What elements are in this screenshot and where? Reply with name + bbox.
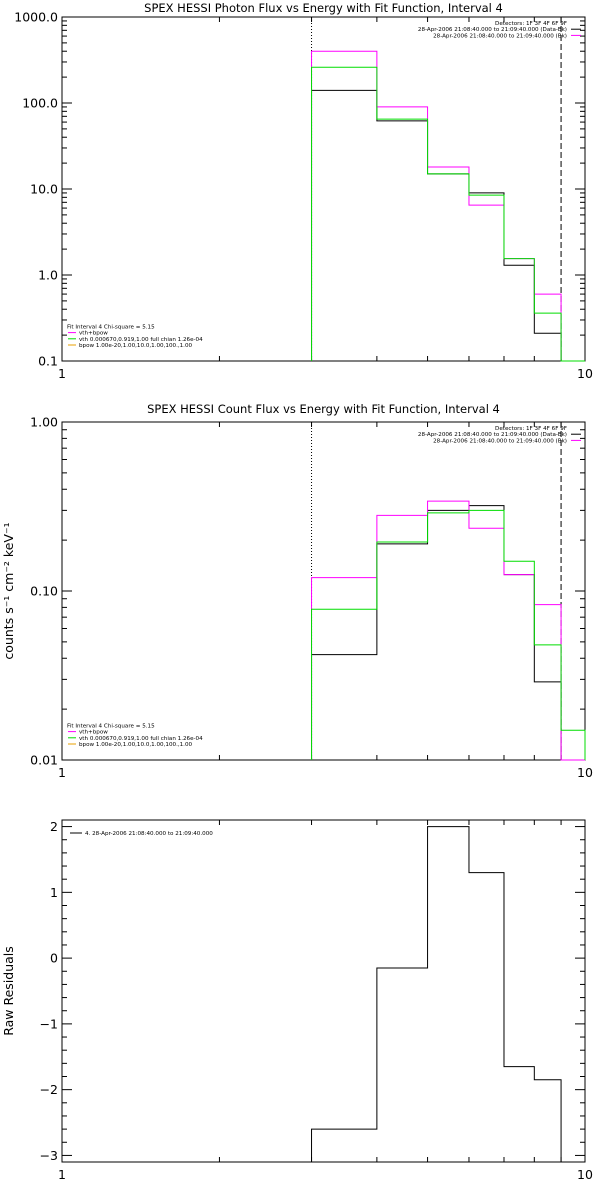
x-tick-label: 1 [58,1167,66,1182]
series-2-3-line [311,509,586,760]
chart-panel-1: SPEX HESSI Photon Flux vs Energy with Fi… [14,1,593,381]
y-tick-label: 0 [50,951,58,966]
x-tick-label: 10 [577,1167,593,1182]
legend-bottom-entry: bpow 1.00e-20,1.00,10.0,1.00,100.,1.00 [79,343,193,349]
x-tick-label: 10 [577,765,593,780]
x-tick-label: 1 [58,765,66,780]
y-tick-label: 1000.0 [14,10,58,25]
legend-bottom-entry: Fit Interval 4 Chi-square = 5.15 [67,324,155,330]
x-tick-label: 10 [577,366,593,381]
y-tick-label: 2 [50,819,58,834]
series-3-1-line [311,826,562,1162]
y-tick-label: 0.1 [38,354,58,369]
y-tick-label: −1 [40,1016,58,1031]
series-2-2-line [311,500,585,761]
chart-panel-3: 1 10 −3 −2 −1 0 1 2 Raw Residuals 4. 28-Apr-2006 … [1,819,593,1182]
legend-bottom-entry: bpow 1.00e-20,1.00,10.0,1.00,100.,1.00 [79,742,193,748]
legend-top-entry: Detectors: 1F 3F 4F 6F 9F [495,21,567,27]
legend-bottom-entry: vth+bpow [79,331,108,337]
legend-top-entry: 28-Apr-2006 21:08:40.000 to 21:09:40.000… [433,438,567,444]
legend-bottom-entry: vth 0.000670,0.919,1.00 full chian 1.26e… [79,337,203,343]
y-axis-label: Raw Residuals [1,946,16,1036]
y-tick-label: −3 [40,1148,58,1163]
legend-bottom-entry: vth 0.000670,0.919,1.00 full chian 1.26e… [79,736,203,742]
y-tick-label: 1.00 [30,415,58,430]
y-axis-label: counts s⁻¹ cm⁻² keV⁻¹ [1,522,16,659]
plot-frame [61,421,586,761]
series-1-1-line [311,89,562,361]
y-tick-label: 0.10 [30,584,58,599]
legend-top-entry: Detectors: 1F 3F 4F 6F 9F [495,426,567,432]
plot-frame [61,16,586,362]
series-1-3-line [311,66,585,362]
y-tick-label: −2 [40,1082,58,1097]
y-tick-label: 100.0 [22,96,58,111]
chart-panel-2: SPEX HESSI Count Flux vs Energy with Fit… [1,402,593,780]
chart-title: SPEX HESSI Photon Flux vs Energy with Fi… [144,1,503,15]
y-tick-label: 10.0 [30,182,58,197]
legend-bottom-entry: vth+bpow [79,730,108,736]
y-tick-label: 1.0 [38,268,58,283]
chart-title: SPEX HESSI Count Flux vs Energy with Fit… [147,402,500,416]
plot-frame [61,819,586,1163]
legend-top-entry: 28-Apr-2006 21:08:40.000 to 21:09:40.000… [418,432,567,438]
y-tick-label: 1 [50,885,58,900]
x-tick-label: 1 [58,366,66,381]
legend-top-entry: 28-Apr-2006 21:08:40.000 to 21:09:40.000… [418,27,567,33]
series-2-1-line [311,505,562,760]
series-1-2-line [311,50,585,362]
y-tick-label: 0.01 [30,753,58,768]
legend-top-entry: 28-Apr-2006 21:08:40.000 to 21:09:40.000… [433,33,567,39]
legend-bottom-entry: Fit Interval 4 Chi-square = 5.15 [67,723,155,729]
legend-entry: 4. 28-Apr-2006 21:08:40.000 to 21:09:40.… [85,831,213,837]
